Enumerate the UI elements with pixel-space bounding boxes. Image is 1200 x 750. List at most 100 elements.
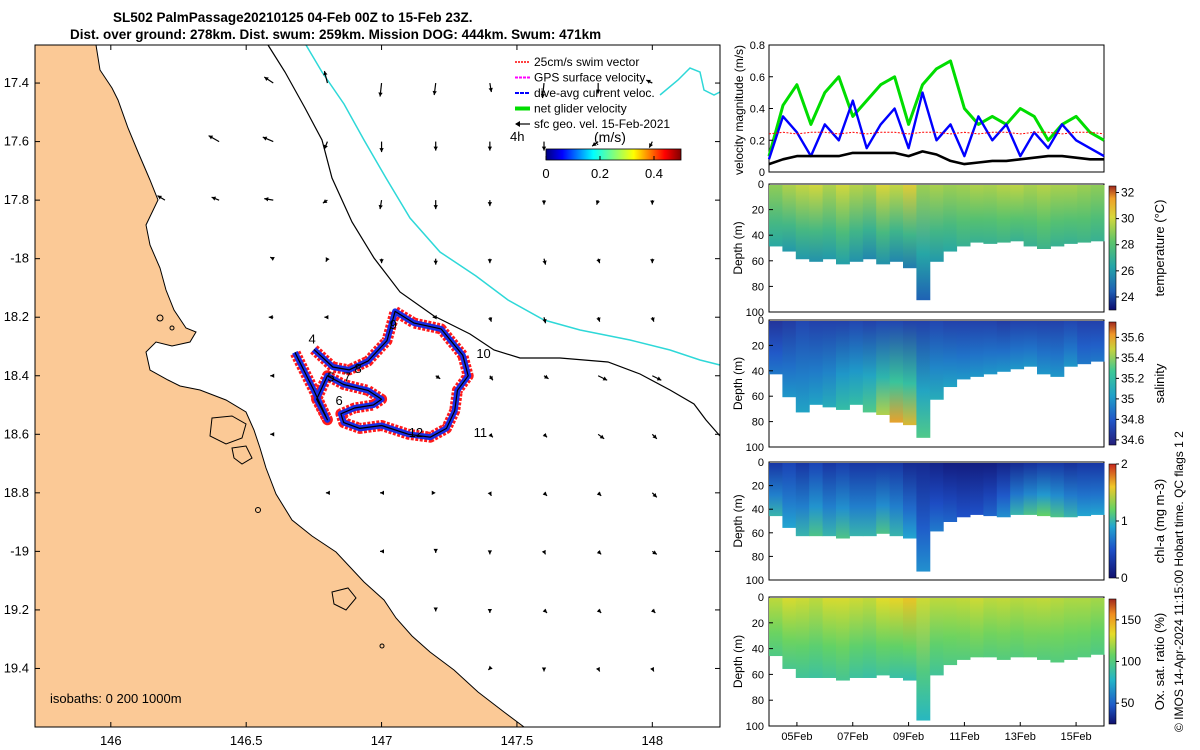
section-column [889,321,904,423]
current-arrow-head [542,318,547,324]
section-column [1023,185,1038,247]
current-arrow-head [433,260,438,265]
legend-swatch-sfc-geo-head [515,121,520,127]
section-column [795,463,810,537]
section-column [1037,321,1051,375]
section-y-tick-label: 80 [752,551,764,563]
map-y-tick-label: 17.8 [4,192,29,207]
section-column [916,185,931,301]
map-x-tick-label: 147 [371,733,393,748]
isobath-1000m [305,44,721,366]
current-arrow-head [487,608,493,613]
section-column [996,463,1011,518]
current-arrow [378,200,383,210]
section-y-axis-label: Depth (m) [731,221,745,274]
section-y-tick-label: 100 [746,442,764,454]
current-arrow [650,258,655,264]
current-arrow [542,608,548,614]
velocity-series-line [768,150,1104,166]
section-colorbar-tick-label: 100 [1121,655,1141,669]
current-arrow-head [323,71,328,76]
current-arrow [268,315,274,320]
legend-label: net glider velocity [534,102,627,116]
current-arrow [596,317,601,322]
current-arrow [211,196,220,201]
section-column [956,598,971,660]
current-arrow-head [487,146,493,151]
current-arrow-head [380,490,385,495]
section-colorbar-tick-label: 35 [1121,392,1135,406]
section-panel: 0 20 40 60 80 100 Depth (m) 50 100 150 Ox. sat. ra… [731,592,1167,733]
section-colorbar-tick-label: 0 [1121,571,1128,585]
map-y-tick-label: 17.6 [4,134,29,149]
waypoint-label: 10 [476,346,490,361]
map-legend: 25cm/s swim vector GPS surface velocitydi… [510,55,682,181]
current-arrow-head [432,90,437,96]
section-colorbar-tick-label: 34.6 [1121,433,1145,447]
current-arrow-head [652,550,657,555]
current-arrow-head [542,260,547,265]
date-x-tick-label: 05Feb [781,731,812,743]
map-y-tick-label: 18.6 [4,426,29,441]
section-y-axis-label: Depth (m) [731,494,745,547]
current-arrow-head [435,374,441,379]
section-y-tick-label: 0 [758,457,764,469]
section-colorbar-tick-label: 28 [1121,238,1135,252]
current-arrow [262,136,274,143]
current-arrow [324,315,329,320]
waypoint-label: 5 [327,370,334,385]
section-column [916,598,931,721]
current-arrow [650,666,655,672]
section-column [862,185,877,260]
section-y-tick-label: 100 [746,721,764,733]
current-arrow [433,200,438,210]
section-column [849,185,864,262]
map-y-tick-label: -18 [10,251,29,266]
current-arrow [652,375,662,381]
current-arrow [646,79,653,84]
section-column [876,185,891,265]
island-palm [231,445,253,465]
current-arrow [380,490,385,495]
section-panel: 0 20 40 60 80 100 Depth (m) 24 26 28 30 32 temperatu… [731,179,1167,319]
current-arrow [542,432,548,438]
map-y-tick-label: 19.2 [4,602,29,617]
current-arrow-head [542,608,548,613]
current-arrow [487,258,493,264]
current-arrow [650,200,655,205]
section-column [1023,598,1038,658]
velocity-series-line [768,131,1105,135]
current-arrow [651,433,658,440]
legend-label: dive-avg current veloc. [534,86,655,100]
section-column [1063,321,1078,367]
current-arrow-head [541,146,547,151]
section-y-tick-label: 100 [746,575,764,587]
current-arrow-head [652,493,657,498]
section-panel: 0 20 40 60 80 100 Depth (m) 0 1 2 chl-a (mg m-3) [731,457,1167,587]
velocity-y-axis-label: velocity magnitude (m/s) [732,45,746,175]
velocity-y-tick-label: 0.8 [750,40,765,52]
current-arrow [595,666,601,672]
current-arrow [435,374,441,380]
chart-title-line-2: Dist. over ground: 278km. Dist. swum: 25… [70,27,602,42]
section-y-tick-label: 0 [758,315,764,327]
current-arrow-head [378,92,383,97]
velocity-y-tick-label: 0.4 [750,104,765,116]
current-arrow-head [541,667,547,672]
section-column [956,185,971,247]
velocity-y-tick-label: 0.2 [750,135,765,147]
section-column [929,321,944,400]
map-x-tick-label: 148 [641,733,663,748]
current-arrow-head [270,432,275,437]
current-arrow [488,375,494,381]
section-y-tick-label: 80 [752,417,764,429]
current-arrow-head [488,432,493,438]
map-x-tick-label: 146.5 [230,733,263,748]
section-column [1023,463,1038,515]
current-arrow [208,135,220,143]
section-column [809,321,824,405]
section-y-tick-label: 60 [752,256,764,268]
section-y-tick-label: 80 [752,281,764,293]
section-column [769,321,783,375]
